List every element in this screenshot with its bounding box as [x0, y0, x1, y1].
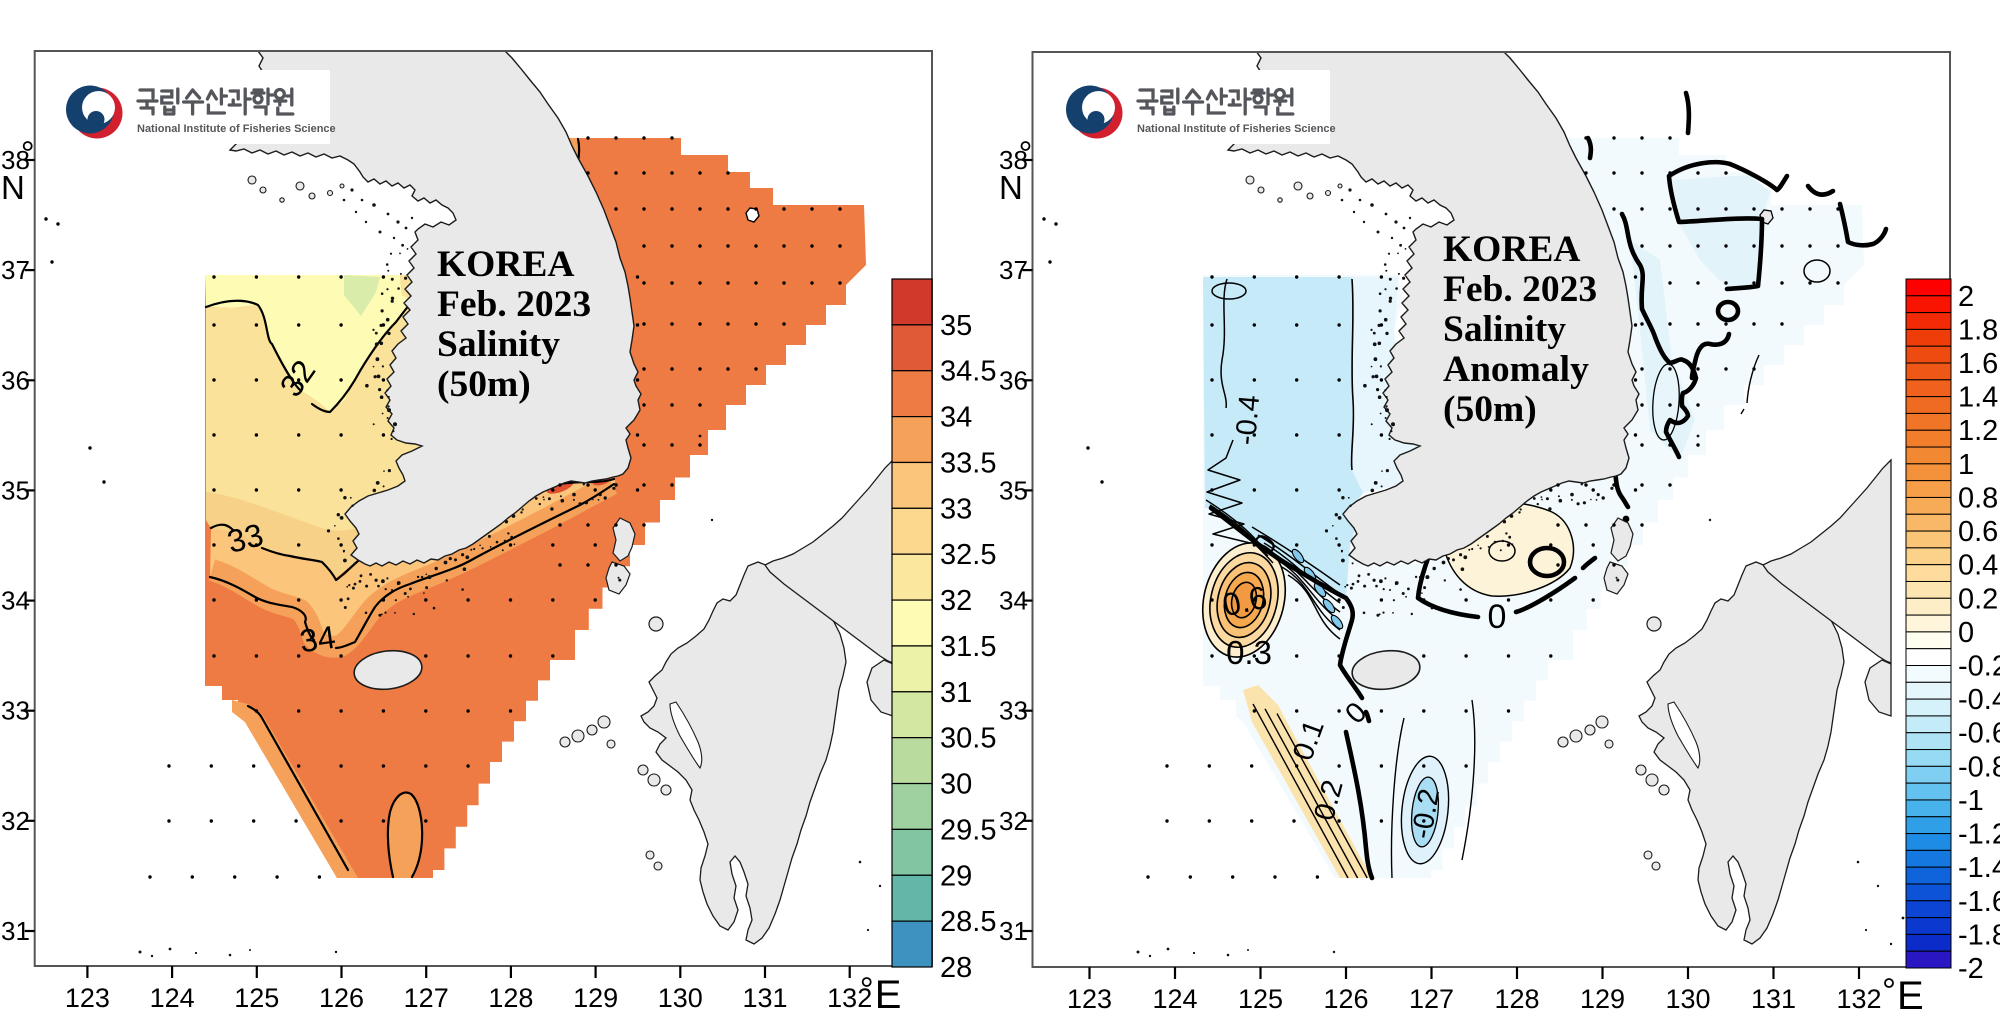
- svg-text:37: 37: [1, 255, 30, 285]
- svg-text:E: E: [1897, 974, 1924, 1018]
- svg-text:131: 131: [742, 983, 787, 1013]
- svg-text:125: 125: [1238, 984, 1283, 1014]
- svg-text:-2: -2: [1958, 953, 1984, 985]
- svg-text:(50m): (50m): [437, 364, 531, 405]
- svg-text:129: 129: [1580, 984, 1625, 1014]
- svg-text:-0.6: -0.6: [1958, 718, 2000, 750]
- svg-text:29.5: 29.5: [940, 814, 996, 846]
- svg-text:0.6: 0.6: [1958, 516, 1998, 548]
- svg-text:-0.4: -0.4: [1958, 684, 2000, 716]
- svg-text:32.5: 32.5: [940, 539, 996, 571]
- svg-text:36: 36: [1, 365, 30, 395]
- svg-text:128: 128: [488, 983, 533, 1013]
- svg-text:33: 33: [224, 516, 267, 560]
- svg-text:35: 35: [940, 310, 972, 342]
- svg-text:129: 129: [573, 983, 618, 1013]
- svg-text:-0.8: -0.8: [1958, 751, 2000, 783]
- svg-text:28: 28: [940, 952, 972, 984]
- svg-text:34: 34: [940, 402, 972, 434]
- svg-text:Feb. 2023: Feb. 2023: [1443, 269, 1597, 310]
- svg-text:0: 0: [1958, 617, 1974, 649]
- svg-text:32: 32: [940, 585, 972, 617]
- svg-text:National Institute of Fisherie: National Institute of Fisheries Science: [1137, 123, 1336, 135]
- svg-text:131: 131: [1751, 984, 1796, 1014]
- svg-text:0.4: 0.4: [1958, 550, 1998, 582]
- svg-text:125: 125: [234, 983, 279, 1013]
- svg-text:130: 130: [1665, 984, 1710, 1014]
- svg-text:32: 32: [999, 806, 1028, 836]
- svg-text:33.5: 33.5: [940, 448, 996, 480]
- svg-text:N: N: [1, 169, 25, 206]
- svg-text:123: 123: [65, 983, 110, 1013]
- svg-text:126: 126: [319, 983, 364, 1013]
- svg-text:0: 0: [1488, 598, 1507, 636]
- svg-text:35: 35: [1, 475, 30, 505]
- svg-text:1.6: 1.6: [1958, 348, 1998, 380]
- svg-text:123: 123: [1067, 984, 1112, 1014]
- svg-text:-0.4: -0.4: [1230, 394, 1266, 447]
- svg-text:34: 34: [999, 586, 1028, 616]
- svg-text:2: 2: [1958, 281, 1974, 313]
- svg-text:34: 34: [1, 586, 30, 616]
- svg-text:31: 31: [940, 677, 972, 709]
- svg-text:30: 30: [940, 769, 972, 801]
- svg-text:34.5: 34.5: [940, 356, 996, 388]
- svg-text:KOREA: KOREA: [437, 244, 575, 285]
- svg-text:33: 33: [999, 696, 1028, 726]
- svg-text:-1.6: -1.6: [1958, 886, 2000, 918]
- svg-text:1.2: 1.2: [1958, 415, 1998, 447]
- svg-text:128: 128: [1494, 984, 1539, 1014]
- svg-text:32: 32: [1, 806, 30, 836]
- svg-text:-1: -1: [1958, 785, 1984, 817]
- svg-text:0.8: 0.8: [1958, 483, 1998, 515]
- svg-text:(50m): (50m): [1443, 389, 1537, 430]
- svg-text:-0.2: -0.2: [1958, 651, 2000, 683]
- svg-text:132: 132: [827, 983, 872, 1013]
- svg-text:0.2: 0.2: [1958, 583, 1998, 615]
- svg-text:-1.4: -1.4: [1958, 852, 2000, 884]
- svg-text:Feb. 2023: Feb. 2023: [437, 284, 591, 325]
- svg-text:Anomaly: Anomaly: [1443, 349, 1589, 390]
- svg-text:132: 132: [1836, 984, 1881, 1014]
- svg-text:126: 126: [1323, 984, 1368, 1014]
- svg-text:31: 31: [1, 916, 30, 946]
- svg-text:33: 33: [940, 493, 972, 525]
- svg-text:N: N: [999, 169, 1023, 206]
- svg-text:28.5: 28.5: [940, 906, 996, 938]
- svg-text:0.3: 0.3: [1226, 634, 1272, 671]
- svg-text:31.5: 31.5: [940, 631, 996, 663]
- svg-text:Salinity: Salinity: [1443, 309, 1566, 350]
- svg-text:124: 124: [150, 983, 195, 1013]
- svg-text:29: 29: [940, 860, 972, 892]
- svg-text:1.4: 1.4: [1958, 382, 1998, 414]
- svg-text:30.5: 30.5: [940, 723, 996, 755]
- svg-text:34: 34: [297, 619, 337, 660]
- svg-text:1: 1: [1958, 449, 1974, 481]
- svg-text:-1.2: -1.2: [1958, 819, 2000, 851]
- svg-text:33: 33: [1, 696, 30, 726]
- svg-text:Salinity: Salinity: [437, 324, 560, 365]
- svg-text:1.8: 1.8: [1958, 314, 1998, 346]
- svg-text:National Institute of Fisherie: National Institute of Fisheries Science: [137, 123, 336, 135]
- svg-text:31: 31: [999, 916, 1028, 946]
- svg-text:37: 37: [999, 255, 1028, 285]
- svg-text:36: 36: [999, 365, 1028, 395]
- svg-text:127: 127: [1409, 984, 1454, 1014]
- svg-text:124: 124: [1152, 984, 1197, 1014]
- svg-text:-1.8: -1.8: [1958, 919, 2000, 951]
- svg-text:35: 35: [999, 475, 1028, 505]
- svg-text:KOREA: KOREA: [1443, 229, 1581, 270]
- svg-text:127: 127: [404, 983, 449, 1013]
- svg-text:130: 130: [658, 983, 703, 1013]
- svg-text:E: E: [875, 973, 902, 1017]
